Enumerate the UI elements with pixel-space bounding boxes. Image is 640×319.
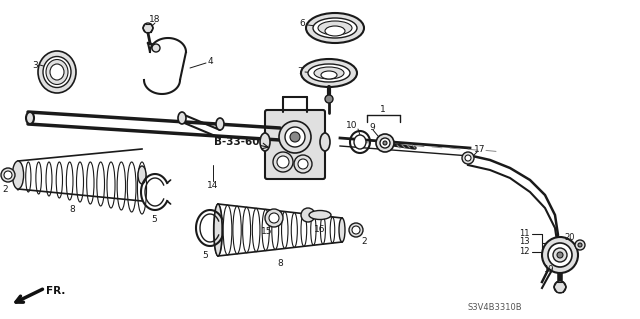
Circle shape bbox=[462, 152, 474, 164]
Ellipse shape bbox=[313, 18, 357, 38]
Circle shape bbox=[301, 208, 315, 222]
Ellipse shape bbox=[301, 59, 357, 87]
Circle shape bbox=[575, 240, 585, 250]
Text: 20: 20 bbox=[564, 234, 575, 242]
Ellipse shape bbox=[320, 133, 330, 151]
Ellipse shape bbox=[318, 21, 352, 35]
Ellipse shape bbox=[216, 118, 224, 130]
Circle shape bbox=[542, 237, 578, 273]
Ellipse shape bbox=[321, 71, 337, 79]
Ellipse shape bbox=[214, 204, 222, 256]
Ellipse shape bbox=[354, 135, 366, 149]
Ellipse shape bbox=[178, 112, 186, 124]
Text: 8: 8 bbox=[69, 205, 75, 214]
Ellipse shape bbox=[339, 218, 345, 242]
Ellipse shape bbox=[260, 133, 270, 151]
Circle shape bbox=[279, 121, 311, 153]
Text: 3: 3 bbox=[32, 61, 38, 70]
Circle shape bbox=[152, 44, 160, 52]
Circle shape bbox=[380, 138, 390, 148]
Text: 11: 11 bbox=[520, 229, 530, 239]
Ellipse shape bbox=[46, 60, 68, 85]
Text: 13: 13 bbox=[520, 238, 530, 247]
Ellipse shape bbox=[308, 64, 350, 82]
Text: 17: 17 bbox=[474, 145, 486, 154]
Circle shape bbox=[553, 248, 567, 262]
Circle shape bbox=[578, 243, 582, 247]
Circle shape bbox=[298, 159, 308, 169]
Circle shape bbox=[325, 95, 333, 103]
Circle shape bbox=[352, 226, 360, 234]
Text: 16: 16 bbox=[314, 225, 326, 234]
Circle shape bbox=[269, 213, 279, 223]
Ellipse shape bbox=[12, 161, 24, 189]
Text: S3V4B3310B: S3V4B3310B bbox=[468, 303, 523, 313]
Text: 10: 10 bbox=[346, 122, 358, 130]
Text: FR.: FR. bbox=[46, 286, 65, 296]
Circle shape bbox=[376, 134, 394, 152]
Circle shape bbox=[277, 156, 289, 168]
Text: 4: 4 bbox=[207, 57, 213, 66]
Ellipse shape bbox=[38, 51, 76, 93]
Circle shape bbox=[554, 281, 566, 293]
Text: 19: 19 bbox=[543, 265, 553, 275]
Text: 12: 12 bbox=[520, 248, 530, 256]
Text: 2: 2 bbox=[2, 186, 8, 195]
Text: 2: 2 bbox=[361, 238, 367, 247]
Text: 8: 8 bbox=[277, 259, 283, 269]
Circle shape bbox=[557, 252, 563, 258]
Ellipse shape bbox=[50, 64, 64, 80]
Text: 15: 15 bbox=[261, 227, 273, 236]
Ellipse shape bbox=[309, 211, 331, 219]
Text: 6: 6 bbox=[299, 19, 305, 28]
Circle shape bbox=[548, 243, 572, 267]
Ellipse shape bbox=[325, 26, 345, 36]
Ellipse shape bbox=[138, 166, 146, 184]
Circle shape bbox=[273, 152, 293, 172]
Circle shape bbox=[4, 171, 12, 179]
Ellipse shape bbox=[26, 112, 34, 124]
Text: 7: 7 bbox=[297, 66, 303, 76]
Text: 18: 18 bbox=[149, 16, 161, 25]
Circle shape bbox=[383, 141, 387, 145]
Ellipse shape bbox=[43, 56, 71, 87]
Text: 1: 1 bbox=[380, 106, 386, 115]
Circle shape bbox=[1, 168, 15, 182]
Text: 14: 14 bbox=[207, 181, 219, 189]
Text: B-33-60: B-33-60 bbox=[214, 137, 260, 147]
Circle shape bbox=[290, 132, 300, 142]
Text: 9: 9 bbox=[369, 122, 375, 131]
Circle shape bbox=[265, 209, 283, 227]
Circle shape bbox=[143, 23, 153, 33]
Circle shape bbox=[294, 155, 312, 173]
Circle shape bbox=[285, 127, 305, 147]
Ellipse shape bbox=[314, 67, 344, 79]
FancyBboxPatch shape bbox=[265, 110, 325, 179]
Text: 5: 5 bbox=[151, 216, 157, 225]
Text: 5: 5 bbox=[202, 251, 208, 261]
Circle shape bbox=[349, 223, 363, 237]
Ellipse shape bbox=[306, 13, 364, 43]
Circle shape bbox=[465, 155, 471, 161]
